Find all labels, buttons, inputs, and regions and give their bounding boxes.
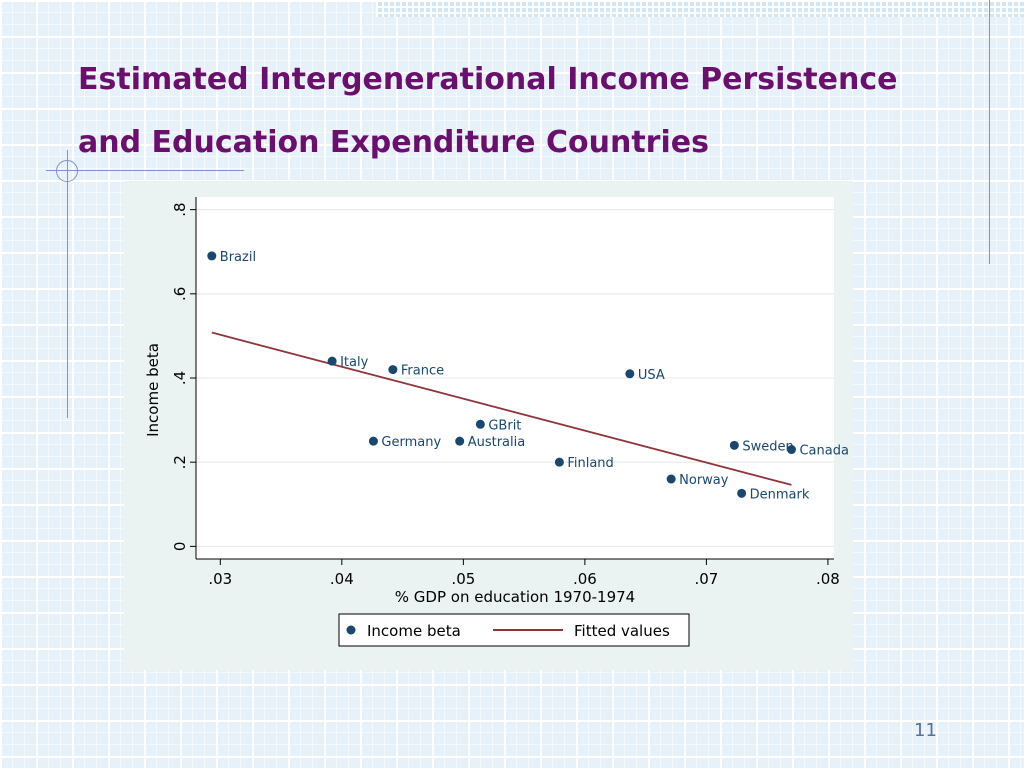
x-tick-label: .03 [208,570,232,588]
x-axis-ticks: .03 .04 .05 .06 .07 .08 [208,559,840,588]
y-tick-label: .6 [171,287,189,301]
legend-label-fitted-values: Fitted values [574,622,670,640]
data-label-gbrit: GBrit [488,418,521,433]
data-point-sweden [729,440,739,450]
scatter-chart: .03 .04 .05 .06 .07 .08 0 .2 .4 .6 .8 % GDP on ed… [144,197,849,647]
data-point-canada [786,445,796,455]
y-axis-label: Income beta [144,343,162,437]
data-label-sweden: Sweden [742,439,793,454]
fitted-values-series [211,331,792,486]
data-label-italy: Italy [340,355,369,370]
decorative-vertical-line-right [989,0,990,264]
legend-marker-income-beta [346,625,356,635]
data-label-norway: Norway [679,473,729,488]
x-tick-label: .08 [816,570,840,588]
x-tick-label: .04 [330,570,354,588]
data-label-france: France [401,364,444,379]
data-point-usa [625,369,635,379]
decorative-horizontal-line [46,170,244,171]
x-tick-label: .07 [694,570,718,588]
y-axis-ticks: 0 .2 .4 .6 .8 [171,202,196,551]
y-tick-label: .8 [171,202,189,216]
data-point-australia [455,436,465,446]
slide-title-line-1: Estimated Intergenerational Income Persi… [78,62,898,97]
data-point-gbrit [475,419,485,429]
data-label-finland: Finland [567,456,613,471]
data-label-canada: Canada [799,444,848,459]
income-beta-series: Brazil Italy France Germany Australia GBrit Fi… [207,250,849,502]
header-pattern-band [376,0,1024,17]
data-point-brazil [207,251,217,261]
chart-panel: .03 .04 .05 .06 .07 .08 0 .2 .4 .6 .8 % GDP on ed… [124,181,853,670]
page-number: 11 [914,720,937,741]
slide-title: Estimated Intergenerational Income Persi… [78,48,897,174]
data-point-italy [327,356,337,366]
x-tick-label: .06 [573,570,597,588]
gridlines [196,209,834,547]
data-point-norway [666,474,676,484]
legend-label-income-beta: Income beta [367,622,461,640]
legend: Income beta Fitted values [338,613,690,647]
data-label-australia: Australia [468,435,526,450]
data-point-denmark [737,488,747,498]
x-axis-label: % GDP on education 1970-1974 [395,588,635,606]
decorative-circle [56,160,78,182]
data-point-france [388,365,398,375]
y-tick-label: .2 [171,455,189,469]
y-tick-label: .4 [171,371,189,385]
data-point-germany [368,436,378,446]
x-tick-label: .05 [451,570,475,588]
data-point-finland [554,457,564,467]
slide-title-line-2: and Education Expenditure Countries [78,125,709,160]
y-tick-label: 0 [171,542,189,552]
data-label-usa: USA [638,368,665,383]
data-label-brazil: Brazil [220,250,256,265]
data-label-germany: Germany [381,435,441,450]
decorative-vertical-line-left [67,150,68,418]
fitted-values-line [211,331,792,486]
data-label-denmark: Denmark [750,487,810,502]
